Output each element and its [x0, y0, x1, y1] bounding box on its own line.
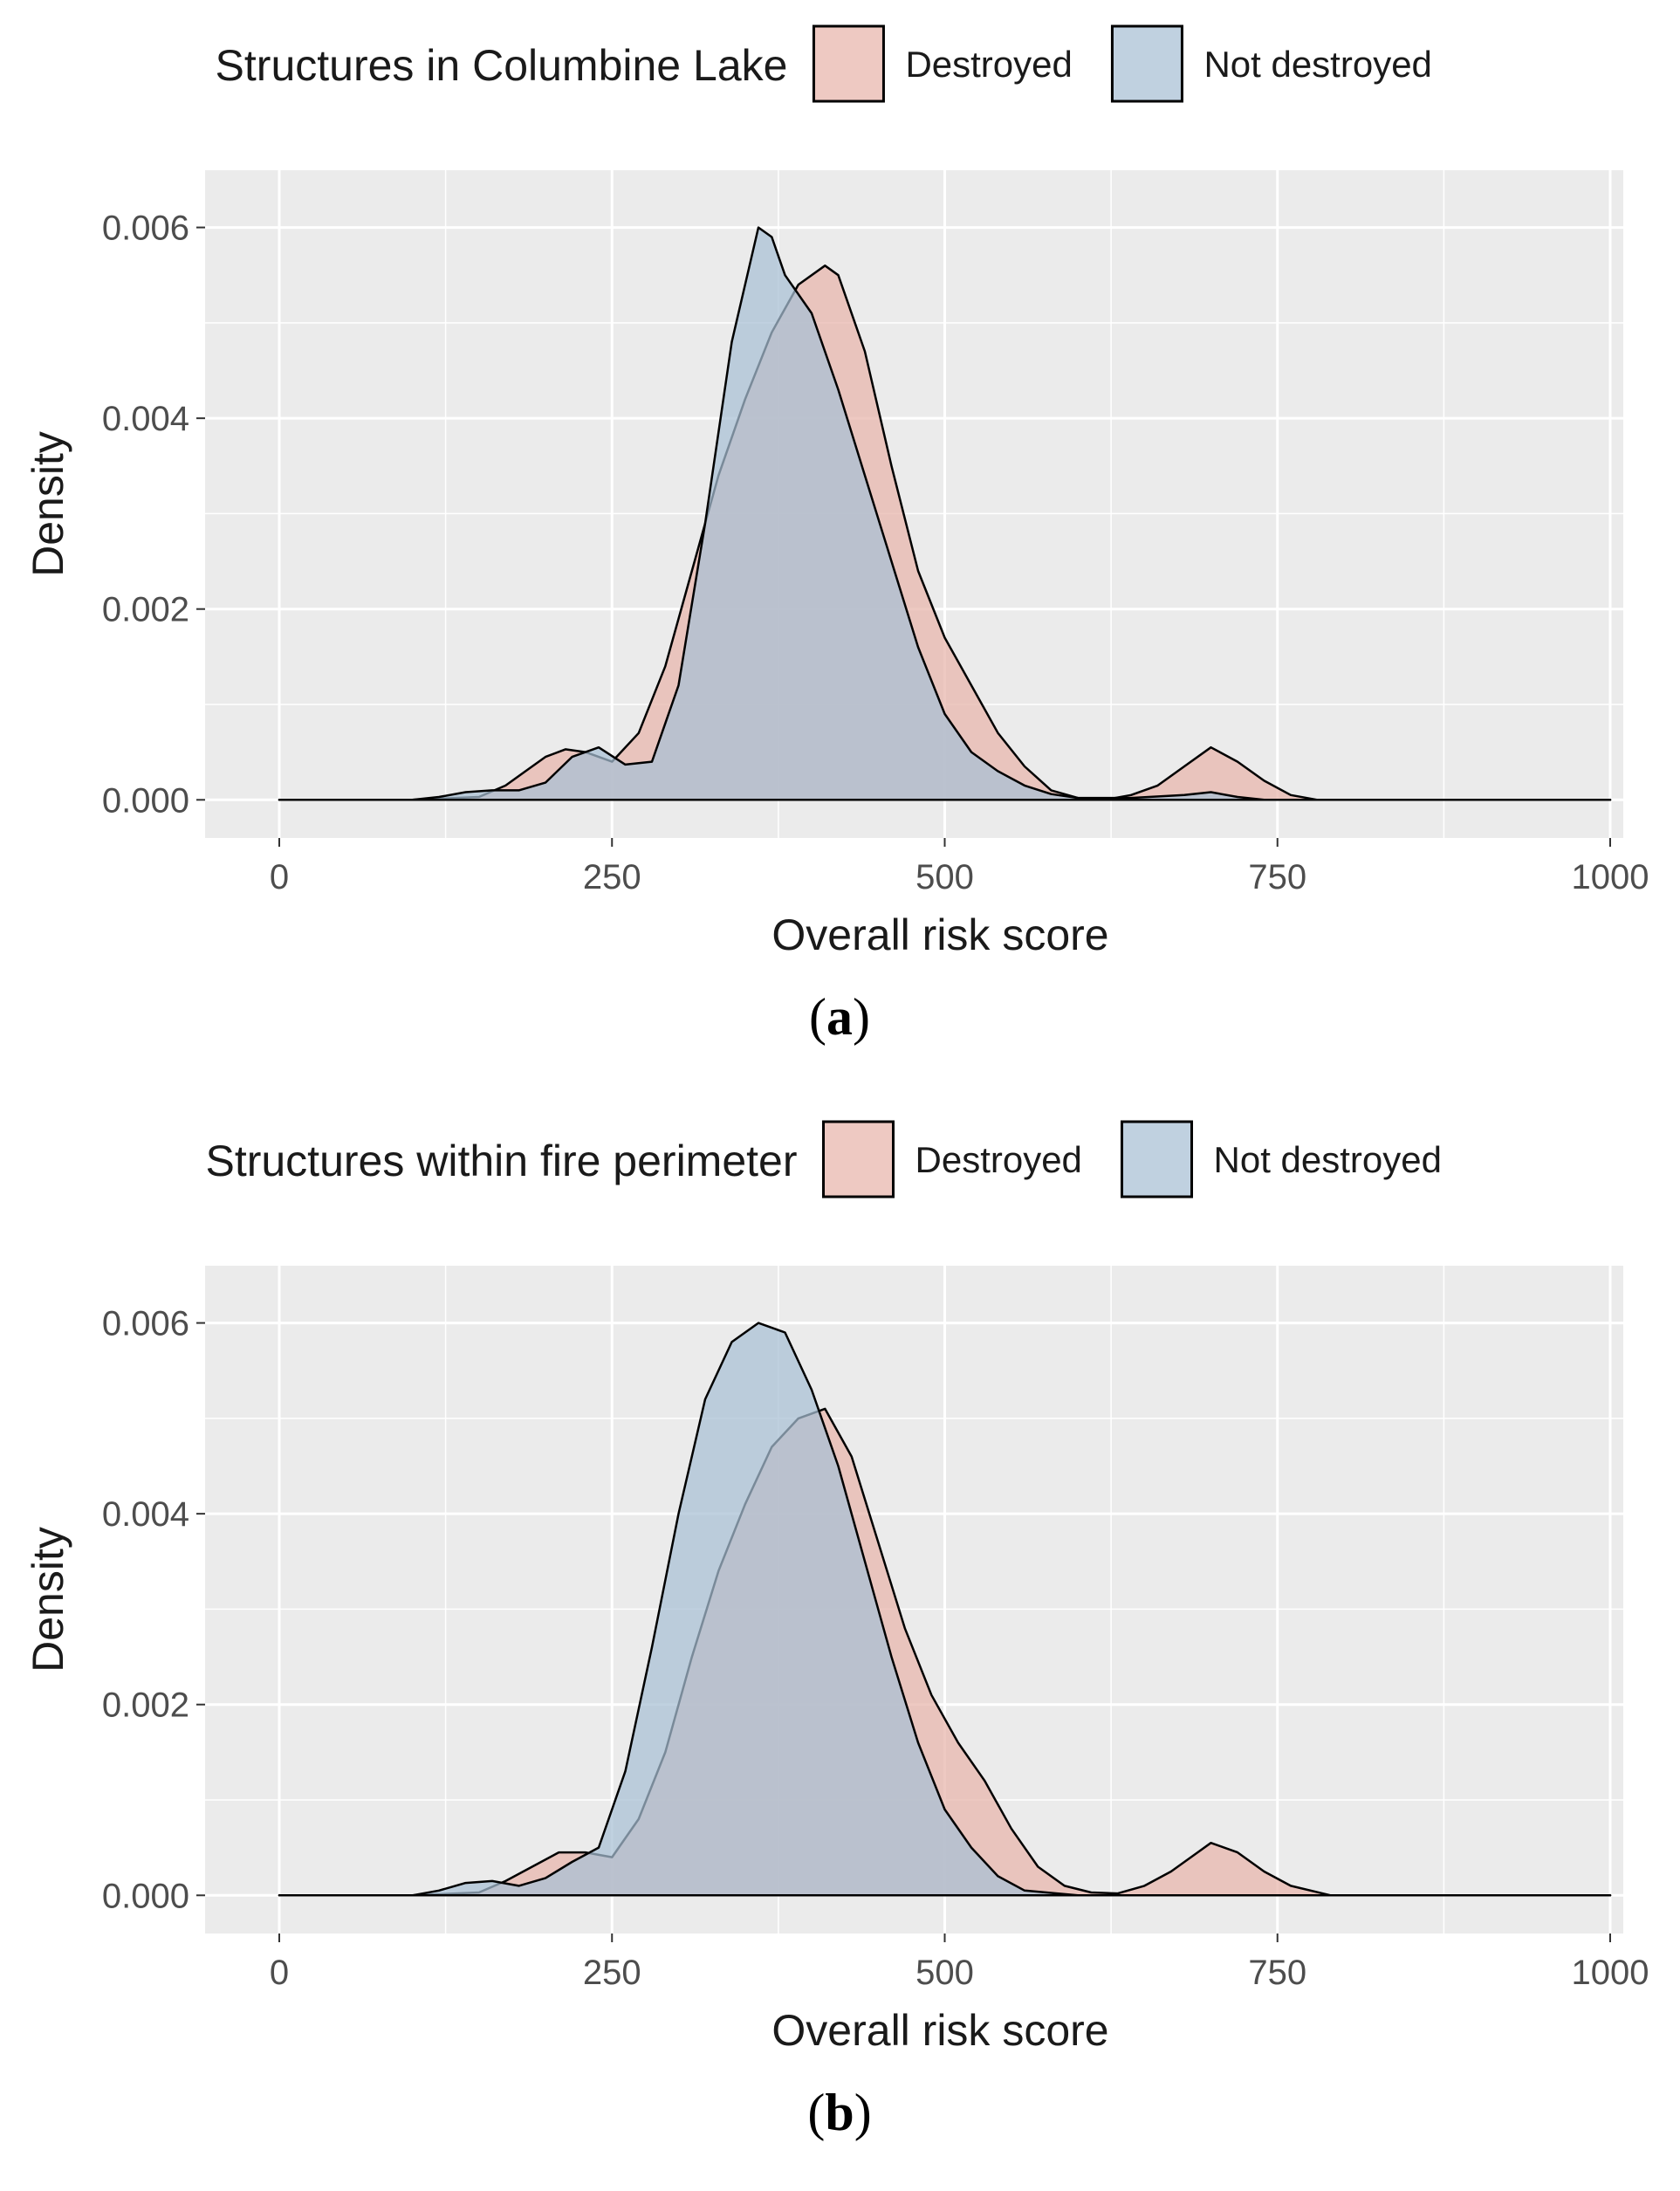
x-tick-label: 750	[1248, 858, 1306, 896]
density-area-destroyed	[278, 264, 1612, 801]
x-tick-label: 1000	[1572, 858, 1649, 896]
legend-title: Structures in Columbine Lake	[216, 41, 788, 90]
x-axis-title: Overall risk score	[771, 2006, 1108, 2055]
panel-caption: (b)	[807, 2084, 871, 2141]
legend-label-not-destroyed: Not destroyed	[1214, 1139, 1442, 1180]
panel-caption: (a)	[809, 988, 870, 1046]
x-tick-label: 250	[583, 1954, 641, 1992]
legend-label-destroyed: Destroyed	[905, 44, 1072, 85]
x-tick-label: 1000	[1572, 1954, 1649, 1992]
y-axis-title: Density	[24, 1527, 72, 1672]
y-axis-title: Density	[24, 431, 72, 577]
legend-title: Structures within fire perimeter	[205, 1137, 797, 1185]
panel-label: a	[826, 988, 853, 1046]
density-area-destroyed	[278, 1407, 1612, 1897]
x-tick-label: 0	[270, 1954, 289, 1992]
x-tick-label: 0	[270, 858, 289, 896]
density-area-not-destroyed	[278, 1322, 1612, 1897]
x-tick-label: 500	[915, 1954, 974, 1992]
y-tick-label: 0.004	[102, 400, 189, 438]
y-tick-label: 0.004	[102, 1495, 189, 1534]
legend-key-not-destroyed	[1110, 24, 1183, 103]
y-tick-label: 0.000	[102, 1877, 189, 1915]
x-tick-label: 500	[915, 858, 974, 896]
legend-key-destroyed	[822, 1120, 895, 1199]
x-axis-title: Overall risk score	[771, 910, 1108, 959]
legend-label-not-destroyed: Not destroyed	[1203, 44, 1431, 85]
legend-label-destroyed: Destroyed	[915, 1139, 1082, 1180]
y-tick-label: 0.006	[102, 1305, 189, 1343]
y-tick-label: 0.002	[102, 1686, 189, 1725]
legend-key-destroyed	[812, 24, 885, 103]
legend-key-not-destroyed	[1121, 1120, 1194, 1199]
x-tick-label: 750	[1248, 1954, 1306, 1992]
chart-svg: 0.000 0.002 0.004 0.006 0 250 500 750 1000 Overal…	[24, 1120, 1649, 2141]
y-tick-label: 0.006	[102, 209, 189, 248]
y-tick-label: 0.002	[102, 591, 189, 629]
legend: Structures in Columbine Lake Destroyed Not…	[216, 24, 1432, 103]
density-chart-fire-perimeter: 0.000 0.002 0.004 0.006 0 250 500 750 1000 Overal…	[0, 1096, 1680, 2191]
panel-label: b	[825, 2084, 854, 2141]
density-chart-columbine-lake: 0.000 0.002 0.004 0.006 0 250 500 750 1000 Overal…	[24, 24, 1649, 1046]
x-tick-label: 250	[583, 858, 641, 896]
chart-svg: 0.000 0.002 0.004 0.006 0 250 500 750 1000 Overal…	[24, 24, 1649, 1046]
legend: Structures within fire perimeter Destroye…	[205, 1120, 1442, 1199]
y-tick-label: 0.000	[102, 781, 189, 820]
density-area-not-destroyed	[278, 226, 1612, 801]
